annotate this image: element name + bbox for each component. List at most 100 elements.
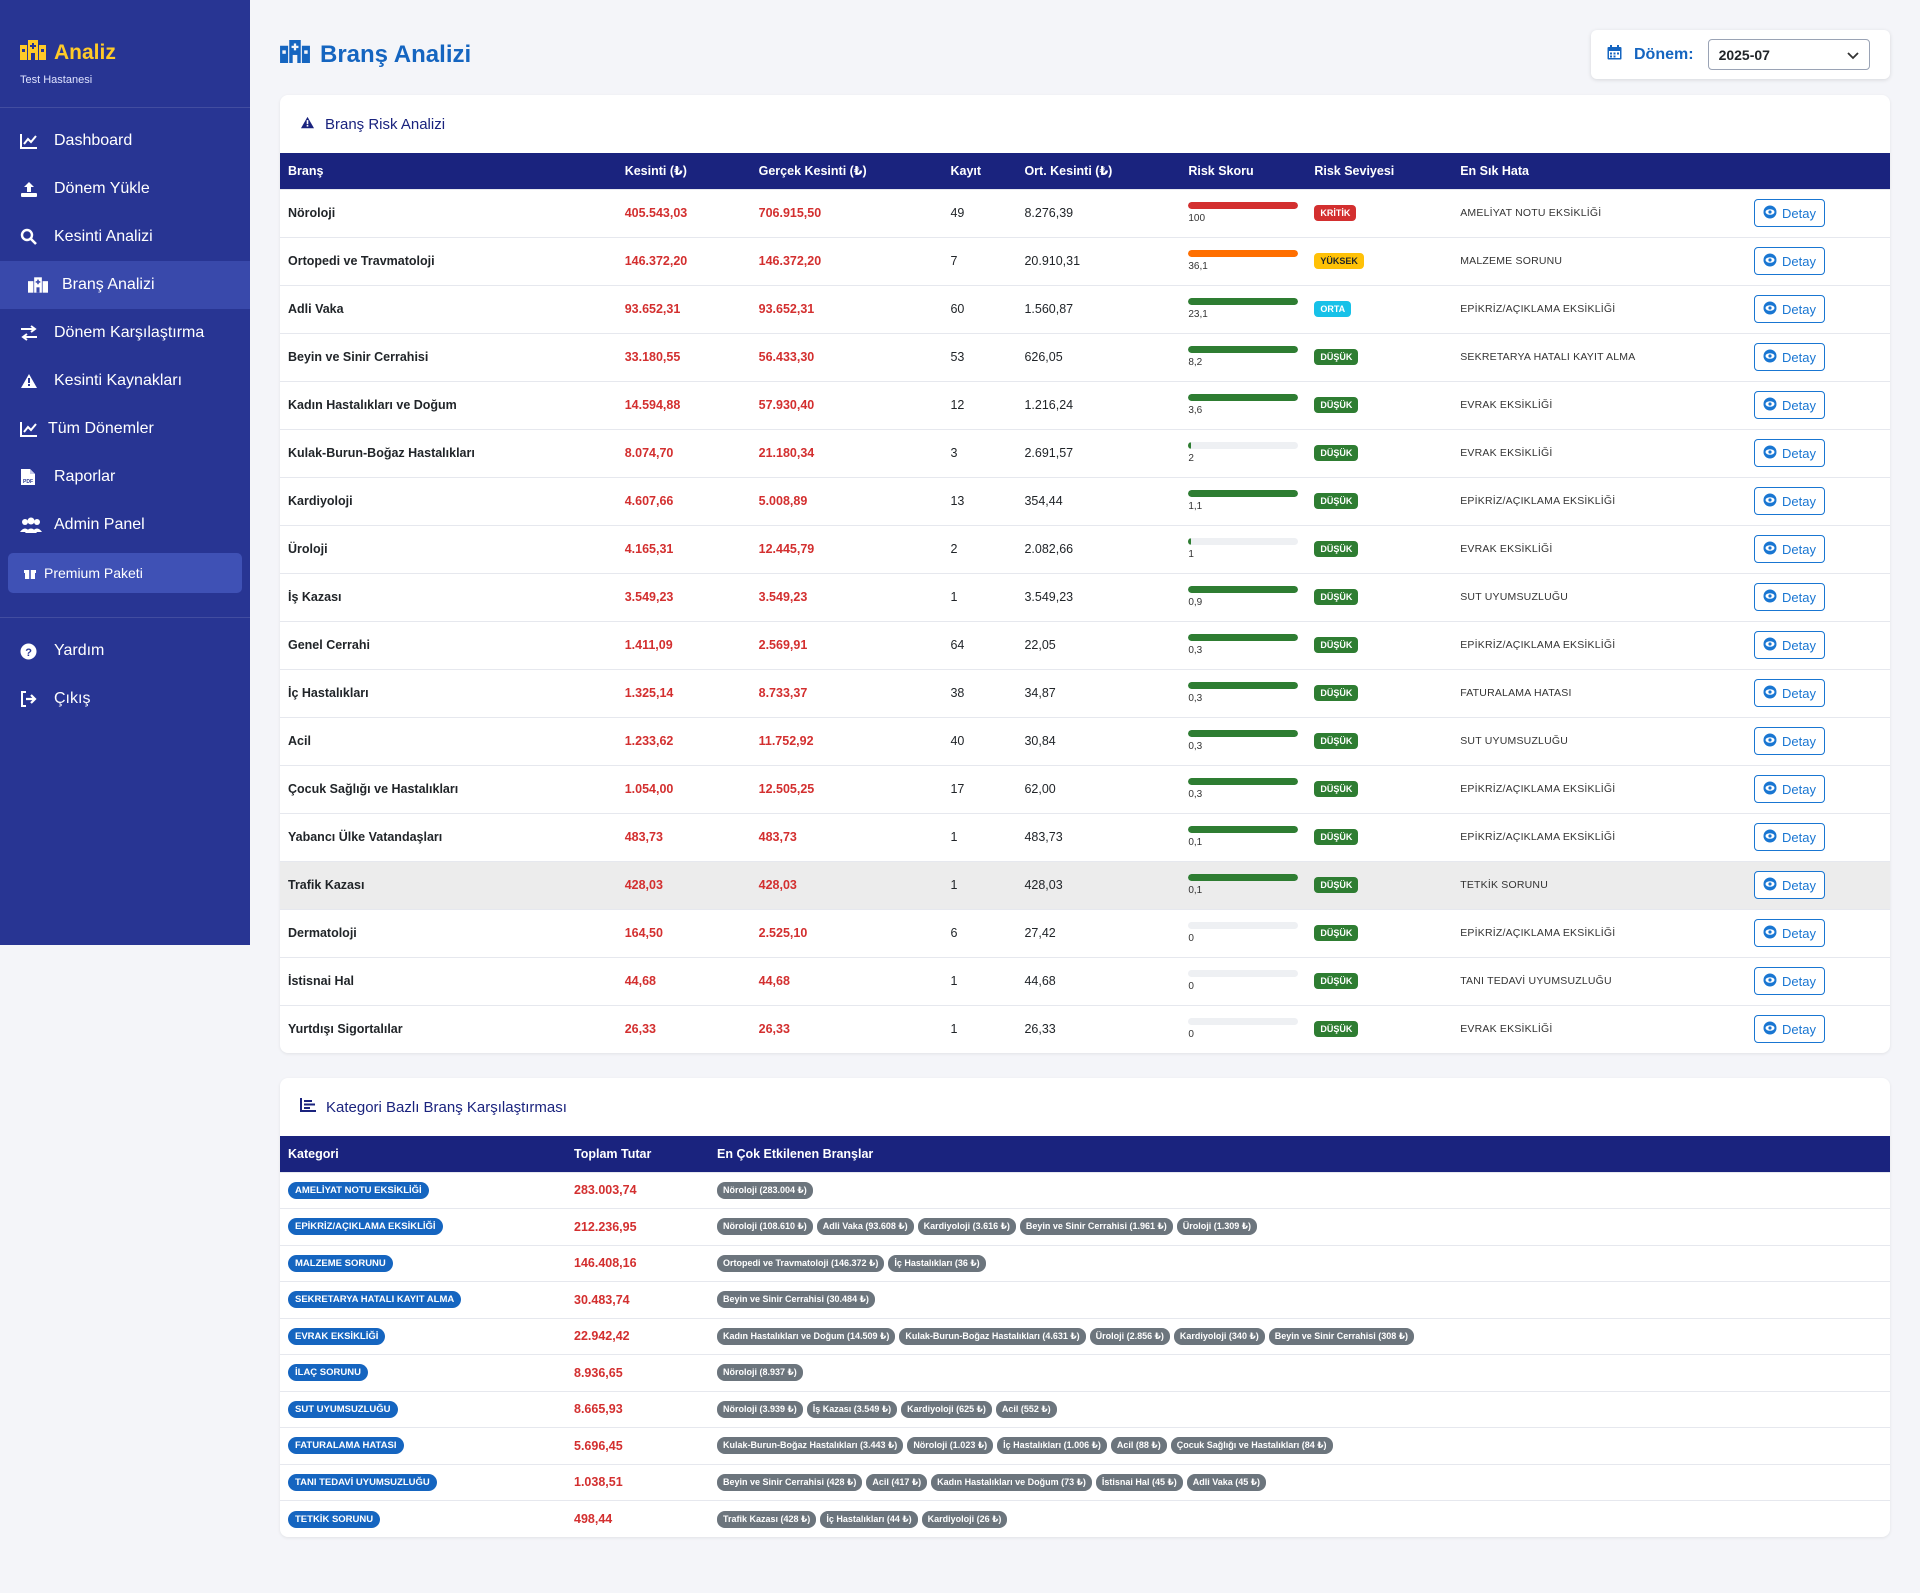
detail-button[interactable]: Detay [1754,823,1825,851]
detail-button[interactable]: Detay [1754,247,1825,275]
action-cell: Detay [1746,524,1890,573]
table-row: Genel Cerrahi 1.411,09 2.569,91 64 22,05 0,3 D… [280,620,1890,669]
detail-button[interactable]: Detay [1754,583,1825,611]
col-header[interactable]: Kesinti (₺) [616,153,751,189]
table-row: EPİKRİZ/AÇIKLAMA EKSİKLİĞİ 212.236,95 Nöro… [280,1208,1890,1245]
eye-icon [1763,493,1777,510]
risk-level-badge: DÜŞÜK [1314,685,1359,701]
risk-score-bar-fill [1188,394,1299,401]
sidebar-item-donem-karsilastirma[interactable]: Dönem Karşılaştırma [0,309,250,357]
branch-chip: Nöroloji (108.610 ₺) [717,1218,813,1236]
risk-score-bar [1188,730,1299,737]
detail-button[interactable]: Detay [1754,775,1825,803]
risk-score-cell: 3,6 [1180,380,1307,429]
category-comparison-card: Kategori Bazlı Branş Karşılaştırması Kat… [280,1078,1890,1537]
ort-kesinti-value: 483,73 [1016,812,1181,861]
col-header[interactable]: Kayıt [942,153,1017,189]
kesinti-value: 405.543,03 [616,188,751,237]
risk-score-value: 1,1 [1188,501,1203,512]
branch-chip: Kardiyoloji (3.616 ₺) [917,1218,1016,1236]
gercek-kesinti-value: 26,33 [750,1004,943,1053]
sidebar-item-dashboard[interactable]: Dashboard [0,117,250,165]
detail-button-label: Detay [1782,637,1816,653]
col-header[interactable]: Toplam Tutar [566,1136,709,1172]
table-row: İç Hastalıkları 1.325,14 8.733,37 38 34,87 0,… [280,668,1890,717]
sidebar-item-brans-analizi[interactable]: Branş Analizi [0,261,250,309]
action-cell: Detay [1746,668,1890,717]
kesinti-value: 26,33 [616,1004,751,1053]
col-header[interactable]: En Sık Hata [1452,153,1746,189]
sidebar-item-donem-yukle[interactable]: Dönem Yükle [0,165,250,213]
col-header[interactable]: Gerçek Kesinti (₺) [750,153,943,189]
table-row: TETKİK SORUNU 498,44 Trafik Kazası (428 ₺)… [280,1500,1890,1537]
col-header[interactable]: Risk Seviyesi [1306,153,1453,189]
kayit-value: 3 [942,428,1017,477]
sidebar-item-raporlar[interactable]: PDF Raporlar [0,453,250,501]
detail-button[interactable]: Detay [1754,919,1825,947]
total-amount: 22.942,42 [566,1317,709,1355]
table-row: Trafik Kazası 428,03 428,03 1 428,03 0,1 DÜŞÜK… [280,860,1890,909]
sidebar-item-cikis[interactable]: Çıkış [0,675,250,723]
detail-button[interactable]: Detay [1754,439,1825,467]
ort-kesinti-value: 1.216,24 [1016,380,1181,429]
branch-chip: Çocuk Sağlığı ve Hastalıkları (84 ₺) [1170,1437,1333,1455]
brand-title[interactable]: Analiz [20,40,230,66]
col-header[interactable]: Branş [280,153,617,189]
gercek-kesinti-value: 3.549,23 [750,572,943,621]
risk-score-cell: 0,9 [1180,572,1307,621]
col-header[interactable]: Ort. Kesinti (₺) [1016,153,1181,189]
sidebar-item-yardim[interactable]: ? Yardım [0,627,250,675]
svg-text:?: ? [25,647,32,659]
kayit-value: 1 [942,572,1017,621]
detail-button[interactable]: Detay [1754,535,1825,563]
kesinti-value: 8.074,70 [616,428,751,477]
risk-level-badge: DÜŞÜK [1314,1021,1359,1038]
sidebar-item-kesinti-kaynaklari[interactable]: Kesinti Kaynakları [0,357,250,405]
detail-button[interactable]: Detay [1754,487,1825,515]
col-header[interactable]: Kategori [280,1136,566,1172]
detail-button[interactable]: Detay [1754,727,1825,755]
col-header[interactable]: Risk Skoru [1180,153,1307,189]
detail-button[interactable]: Detay [1754,871,1825,899]
detail-button[interactable]: Detay [1754,967,1825,995]
detail-button[interactable]: Detay [1754,1015,1825,1044]
risk-score-bar-fill [1188,442,1191,449]
detail-button[interactable]: Detay [1754,295,1825,323]
col-header[interactable]: En Çok Etkilenen Branşlar [709,1136,1890,1172]
period-select[interactable]: 2025-07 [1707,39,1870,70]
sidebar-item-kesinti-analizi[interactable]: Kesinti Analizi [0,213,250,261]
risk-score-bar [1188,826,1299,833]
risk-score-cell: 0 [1180,908,1307,957]
branch-chip: Acil (88 ₺) [1110,1437,1167,1455]
category-table: Kategori Toplam Tutar En Çok Etkilenen B… [280,1136,1890,1537]
ort-kesinti-value: 30,84 [1016,716,1181,765]
page-title: Branş Analizi [280,40,471,70]
risk-score-cell: 0,1 [1180,812,1307,861]
most-common-error: EPİKRİZ/AÇIKLAMA EKSİKLİĞİ [1452,476,1746,525]
detail-button[interactable]: Detay [1754,199,1825,227]
premium-package-button[interactable]: Premium Paketi [8,553,242,593]
hospital-icon [28,277,62,293]
sidebar-item-admin-panel[interactable]: Admin Panel [0,501,250,549]
detail-button[interactable]: Detay [1754,343,1825,371]
most-common-error: SUT UYUMSUZLUĞU [1452,716,1746,765]
sidebar-item-label: Çıkış [54,690,91,707]
category-badge: EPİKRİZ/AÇIKLAMA EKSİKLİĞİ [288,1218,443,1236]
branch-chip: Kadın Hastalıkları ve Doğum (14.509 ₺) [717,1327,896,1345]
risk-score-bar [1188,442,1299,449]
detail-button[interactable]: Detay [1754,679,1825,707]
detail-button-label: Detay [1782,541,1816,557]
branch-chip: Nöroloji (8.937 ₺) [717,1364,803,1382]
branch-name: Kadın Hastalıkları ve Doğum [280,380,617,429]
detail-button[interactable]: Detay [1754,631,1825,659]
sidebar-item-label: Dönem Yükle [54,180,150,197]
kesinti-value: 1.411,09 [616,620,751,669]
period-selector: Dönem: 2025-07 [1591,30,1890,79]
risk-level-badge: DÜŞÜK [1314,829,1359,845]
table-row: Üroloji 4.165,31 12.445,79 2 2.082,66 1 DÜŞÜK E… [280,524,1890,573]
most-common-error: EVRAK EKSİKLİĞİ [1452,1004,1746,1053]
detail-button[interactable]: Detay [1754,391,1825,419]
risk-score-bar [1188,538,1299,545]
gercek-kesinti-value: 12.445,79 [750,524,943,573]
sidebar-item-tum-donemler[interactable]: Tüm Dönemler [0,405,250,453]
